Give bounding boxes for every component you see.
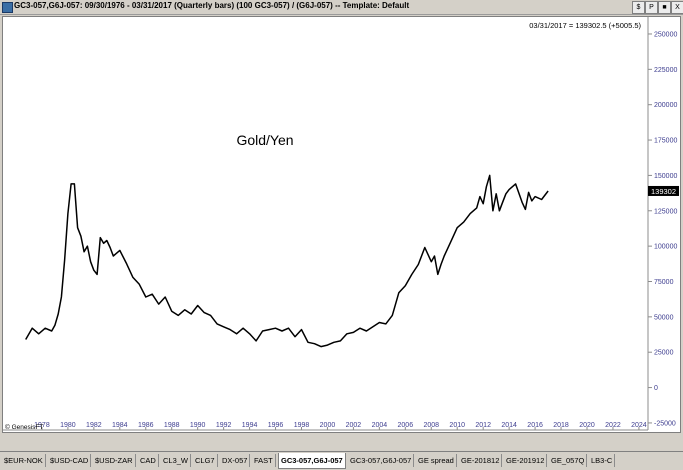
x-tick-label: 1984 (112, 422, 128, 429)
x-tick-label: 2014 (501, 422, 517, 429)
x-tick-label: 1998 (294, 422, 310, 429)
x-tick-label: 1992 (216, 422, 232, 429)
symbol-tab[interactable]: GE-201912 (504, 454, 548, 467)
x-tick-label: 1978 (34, 422, 50, 429)
print-button[interactable]: P (645, 1, 658, 14)
x-tick-label: 1994 (242, 422, 258, 429)
y-tick-label: 25000 (654, 350, 674, 357)
x-tick-label: 2022 (605, 422, 621, 429)
symbol-tab[interactable]: LB3-C (589, 454, 616, 467)
x-tick-label: 2008 (423, 422, 439, 429)
last-value-box (648, 185, 679, 196)
symbol-tab[interactable]: CLG7 (193, 454, 218, 467)
x-tick-label: 2012 (475, 422, 491, 429)
y-tick-label: 50000 (654, 314, 674, 321)
symbol-tab[interactable]: GE_057Q (549, 454, 588, 467)
window-title: GC3-057,G6J-057: 09/30/1976 - 03/31/2017… (14, 1, 410, 10)
chart-svg: -25000 0 25000 50000 75000 100000 125000 150000… (3, 17, 679, 431)
y-tick-label: 200000 (654, 102, 677, 109)
plot-area (3, 17, 648, 430)
x-tick-label: 1988 (164, 422, 180, 429)
y-tick-label: -25000 (654, 420, 676, 427)
y-tick-label: 0 (654, 385, 658, 392)
restore-button[interactable]: ■ (658, 1, 671, 14)
x-axis-ticks: 1978 1980 1982 1984 1986 1988 1990 1992 1994 1996… (34, 422, 647, 430)
symbol-tab[interactable]: GE-201812 (459, 454, 503, 467)
x-tick-label: 2006 (398, 422, 414, 429)
x-tick-label: 2004 (372, 422, 388, 429)
y-tick-label: 225000 (654, 67, 677, 74)
copyright-label: © GenesisFT (5, 423, 43, 431)
y-tick-label: 75000 (654, 279, 674, 286)
symbol-tab[interactable]: DX-057 (220, 454, 251, 467)
symbol-tab[interactable]: $USD-ZAR (93, 454, 136, 467)
x-tick-label: 1986 (138, 422, 154, 429)
series-line (25, 174, 549, 348)
symbol-tab[interactable]: GC3-057,G6J-057 (278, 453, 346, 469)
dollar-button[interactable]: $ (632, 1, 645, 14)
symbol-tab[interactable]: GE spread (416, 454, 457, 467)
y-axis-ticks: -25000 0 25000 50000 75000 100000 125000 150000… (648, 31, 677, 427)
x-tick-label: 2002 (346, 422, 362, 429)
x-tick-label: 1990 (190, 422, 206, 429)
y-tick-label: 150000 (654, 173, 677, 180)
y-tick-label: 250000 (654, 31, 677, 38)
symbol-tab[interactable]: FAST (252, 454, 276, 467)
x-tick-label: 2018 (553, 422, 569, 429)
symbol-tab[interactable]: $EUR-NOK (2, 454, 46, 467)
x-tick-label: 2024 (631, 422, 647, 429)
status-readout: 03/31/2017 = 139302.5 (+5005.5) (529, 21, 641, 30)
x-tick-label: 2010 (449, 422, 465, 429)
symbol-tab[interactable]: $USD-CAD (48, 454, 92, 467)
x-tick-label: 1996 (268, 422, 284, 429)
chart-title: Gold/Yen (236, 132, 293, 148)
last-value-label: 139302 (651, 187, 676, 196)
app-icon (2, 2, 13, 13)
x-tick-label: 1980 (60, 422, 76, 429)
chart-panel[interactable]: -25000 0 25000 50000 75000 100000 125000 150000… (2, 16, 681, 433)
x-tick-label: 2000 (320, 422, 336, 429)
x-tick-label: 2020 (579, 422, 595, 429)
symbol-tab[interactable]: CAD (138, 454, 159, 467)
x-tick-label: 1982 (86, 422, 102, 429)
window-titlebar: GC3-057,G6J-057: 09/30/1976 - 03/31/2017… (0, 0, 683, 15)
symbol-tab[interactable]: CL3_W (161, 454, 192, 467)
x-tick-label: 2016 (527, 422, 543, 429)
y-tick-label: 100000 (654, 244, 677, 251)
symbol-tab-bar: $EUR-NOK $USD-CAD $USD-ZAR CAD CL3_W CLG7 DX-0… (0, 451, 683, 470)
y-tick-label: 175000 (654, 138, 677, 145)
y-tick-label: 125000 (654, 208, 677, 215)
series-layer (25, 174, 549, 348)
last-value-marker: 139302 (648, 185, 679, 196)
symbol-tab[interactable]: GC3-057,G6J-057 (348, 454, 415, 467)
close-button[interactable]: X (671, 1, 683, 14)
